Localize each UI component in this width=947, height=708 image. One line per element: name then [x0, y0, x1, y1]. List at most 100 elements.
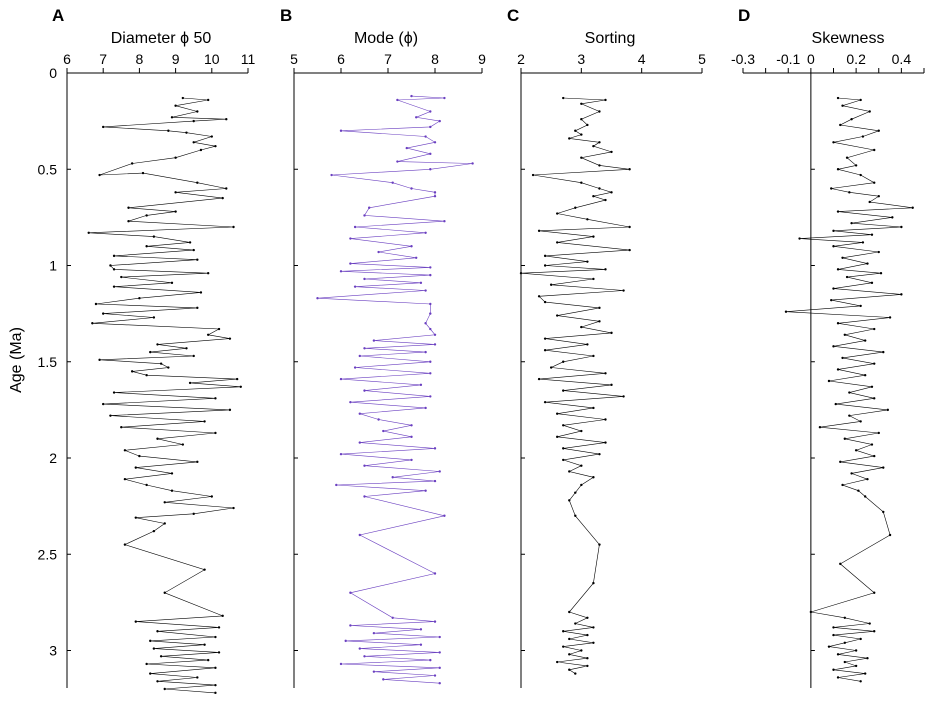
- data-point: [857, 489, 860, 492]
- data-point: [586, 343, 589, 346]
- panel-title: Sorting: [585, 30, 636, 47]
- panel-title: Skewness: [812, 30, 885, 47]
- data-point: [170, 472, 174, 475]
- data-point: [861, 241, 865, 244]
- data-point: [170, 281, 174, 285]
- data-point: [214, 683, 217, 687]
- data-point: [145, 245, 148, 248]
- data-point: [832, 287, 835, 290]
- data-point: [424, 489, 427, 492]
- y-tick-label: 0.5: [38, 161, 58, 177]
- data-point: [841, 256, 844, 259]
- data-point: [580, 118, 583, 121]
- data-point: [841, 483, 844, 487]
- data-point: [580, 464, 583, 467]
- data-point: [622, 395, 625, 398]
- data-point: [225, 187, 228, 190]
- data-point: [830, 187, 833, 190]
- data-point: [843, 641, 847, 644]
- data-point: [127, 206, 130, 209]
- data-point: [850, 221, 853, 225]
- data-point: [424, 322, 427, 325]
- data-point: [859, 637, 862, 641]
- data-point: [424, 135, 427, 138]
- data-point: [568, 137, 571, 140]
- data-point: [848, 414, 851, 417]
- data-point: [866, 477, 869, 481]
- data-point: [363, 277, 366, 281]
- data-point: [836, 268, 840, 271]
- data-point: [861, 135, 865, 138]
- data-point: [433, 343, 437, 346]
- data-point: [574, 206, 577, 209]
- data-point: [188, 381, 192, 385]
- data-point: [604, 98, 607, 102]
- data-point: [156, 437, 159, 440]
- data-point: [438, 682, 441, 685]
- x-tick-label: -0.3: [731, 51, 755, 67]
- data-point: [174, 210, 177, 213]
- data-point: [836, 653, 840, 656]
- data-point: [145, 662, 148, 666]
- x-tick-label: 7: [99, 51, 107, 67]
- data-point: [130, 370, 134, 373]
- data-point: [586, 664, 589, 668]
- data-point: [832, 668, 835, 671]
- data-point: [839, 562, 842, 566]
- series-line: [88, 97, 241, 694]
- data-point: [845, 156, 849, 159]
- data-point: [353, 366, 357, 369]
- data-point: [827, 379, 831, 383]
- data-point: [610, 331, 613, 335]
- data-point: [471, 162, 474, 165]
- data-point: [424, 350, 427, 354]
- data-point: [174, 104, 177, 107]
- data-point: [134, 620, 137, 623]
- data-point: [94, 302, 98, 306]
- data-point: [349, 400, 352, 404]
- panel-letter: B: [280, 6, 292, 25]
- data-point: [562, 458, 565, 462]
- data-point: [185, 347, 188, 350]
- data-point: [848, 391, 851, 394]
- data-point: [196, 110, 199, 113]
- data-point: [562, 447, 565, 450]
- data-point: [556, 660, 559, 664]
- data-point: [598, 452, 601, 456]
- data-point: [598, 187, 601, 190]
- data-point: [138, 454, 141, 458]
- data-point: [391, 476, 394, 479]
- data-point: [900, 293, 903, 296]
- data-point: [163, 591, 166, 594]
- data-point: [592, 406, 595, 410]
- data-point: [123, 543, 127, 546]
- data-point: [850, 472, 853, 475]
- data-point: [405, 146, 408, 150]
- data-point: [396, 98, 399, 102]
- data-point: [206, 658, 210, 662]
- data-point: [870, 233, 874, 236]
- data-point: [836, 96, 840, 100]
- data-point: [830, 298, 833, 302]
- data-point: [368, 206, 371, 209]
- data-point: [568, 637, 571, 641]
- x-tick-label: 6: [337, 51, 345, 67]
- data-point: [156, 680, 159, 683]
- data-point: [870, 385, 874, 388]
- data-point: [339, 377, 343, 381]
- data-point: [859, 304, 862, 308]
- data-point: [859, 420, 862, 423]
- data-point: [429, 302, 432, 306]
- data-point: [192, 119, 195, 123]
- data-point: [628, 168, 631, 171]
- data-point: [192, 354, 195, 358]
- data-point: [531, 173, 535, 177]
- data-point: [339, 270, 343, 273]
- x-tick-label: 2: [517, 51, 525, 67]
- data-point: [877, 250, 880, 254]
- data-point: [568, 470, 571, 473]
- data-point: [112, 285, 116, 288]
- data-point: [592, 476, 595, 479]
